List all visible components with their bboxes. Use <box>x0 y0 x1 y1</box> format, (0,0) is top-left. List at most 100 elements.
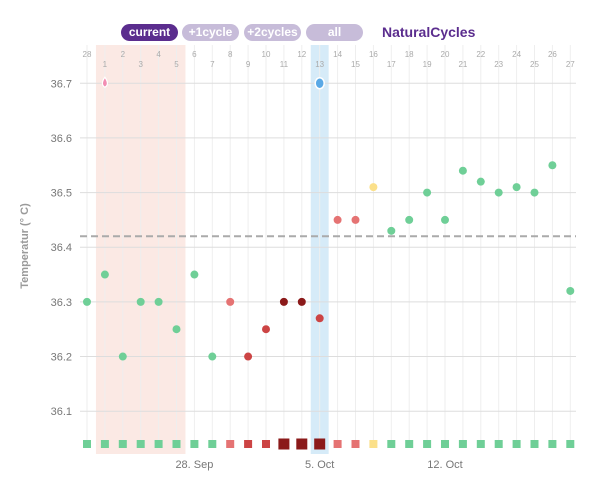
day-tick-label: 1 <box>103 60 108 69</box>
temperature-point[interactable] <box>512 183 521 192</box>
y-tick-label: 36.6 <box>51 133 72 145</box>
plus-one-cycle-button[interactable]: +1cycle <box>182 24 239 41</box>
temperature-point[interactable] <box>136 297 145 306</box>
day-status-square[interactable] <box>405 440 414 448</box>
day-tick-label: 14 <box>333 50 342 59</box>
day-tick-label: 15 <box>351 60 360 69</box>
temperature-point[interactable] <box>315 314 324 323</box>
day-tick-label: 27 <box>566 60 575 69</box>
y-tick-label: 36.5 <box>51 188 72 200</box>
day-status-square[interactable] <box>226 440 235 448</box>
day-status-square[interactable] <box>262 440 270 448</box>
day-tick-label: 26 <box>548 50 557 59</box>
plus-two-cycles-button[interactable]: +2cycles <box>244 24 301 41</box>
temperature-point[interactable] <box>208 352 217 361</box>
temperature-point[interactable] <box>530 188 539 197</box>
brand-title: NaturalCycles <box>382 24 476 40</box>
day-status-square[interactable] <box>423 440 432 448</box>
day-tick-label: 3 <box>138 60 143 69</box>
day-tick-label: 18 <box>405 50 414 59</box>
day-status-square[interactable] <box>512 440 521 448</box>
day-tick-label: 24 <box>512 50 521 59</box>
temperature-point[interactable] <box>441 215 449 224</box>
day-status-square[interactable] <box>154 440 163 448</box>
temperature-point[interactable] <box>190 270 199 279</box>
day-status-square[interactable] <box>369 440 378 448</box>
day-tick-label: 22 <box>476 50 485 59</box>
day-tick-label: 17 <box>387 60 396 69</box>
day-status-square[interactable] <box>333 440 342 448</box>
y-axis-label: Temperatur (° C) <box>19 203 31 289</box>
temperature-point[interactable] <box>118 352 127 361</box>
day-tick-label: 13 <box>315 60 324 69</box>
day-status-square[interactable] <box>244 440 253 448</box>
temperature-point[interactable] <box>387 226 396 235</box>
day-tick-label: 19 <box>423 60 432 69</box>
day-status-square[interactable] <box>83 440 91 448</box>
x-date-label: 28. Sep <box>175 459 213 471</box>
temperature-point[interactable] <box>297 297 306 306</box>
x-date-label: 5. Oct <box>305 459 334 471</box>
day-tick-label: 20 <box>441 50 450 59</box>
temperature-point[interactable] <box>566 286 575 295</box>
temperature-point[interactable] <box>279 297 288 306</box>
temperature-point[interactable] <box>458 166 467 175</box>
day-tick-label: 8 <box>228 50 233 59</box>
day-status-square[interactable] <box>296 438 308 450</box>
temperature-point[interactable] <box>423 188 432 197</box>
day-status-square[interactable] <box>172 440 181 448</box>
temperature-point[interactable] <box>262 325 270 334</box>
day-tick-label: 9 <box>246 60 251 69</box>
day-tick-label: 2 <box>121 50 126 59</box>
day-tick-label: 25 <box>530 60 539 69</box>
day-tick-label: 4 <box>156 50 161 59</box>
ovulation-egg-icon <box>314 77 325 90</box>
temperature-point[interactable] <box>548 161 557 170</box>
temperature-point[interactable] <box>154 297 163 306</box>
day-status-square[interactable] <box>351 440 360 448</box>
day-tick-label: 12 <box>297 50 306 59</box>
temperature-point[interactable] <box>244 352 253 361</box>
y-tick-label: 36.1 <box>51 406 72 418</box>
temperature-point[interactable] <box>351 215 360 224</box>
day-tick-label: 23 <box>494 60 503 69</box>
cycle-toolbar: current +1cycle +2cycles all NaturalCycl… <box>0 24 600 42</box>
temperature-point[interactable] <box>333 215 342 224</box>
day-status-square[interactable] <box>458 440 467 448</box>
y-tick-label: 36.2 <box>51 352 72 364</box>
day-status-square[interactable] <box>494 440 503 448</box>
x-date-label: 12. Oct <box>427 459 462 471</box>
temperature-point[interactable] <box>405 215 414 224</box>
day-status-square[interactable] <box>476 440 485 448</box>
temperature-point[interactable] <box>172 325 181 334</box>
day-status-square[interactable] <box>190 440 199 448</box>
y-tick-label: 36.3 <box>51 297 72 309</box>
day-status-square[interactable] <box>314 438 326 450</box>
day-tick-label: 6 <box>192 50 197 59</box>
period-drop-icon <box>101 76 108 88</box>
current-cycle-button[interactable]: current <box>121 24 178 41</box>
day-status-square[interactable] <box>566 440 575 448</box>
temperature-point[interactable] <box>226 297 235 306</box>
day-status-square[interactable] <box>530 440 539 448</box>
day-status-square[interactable] <box>387 440 396 448</box>
day-tick-label: 10 <box>262 50 271 59</box>
temperature-point[interactable] <box>100 270 109 279</box>
all-cycles-button[interactable]: all <box>306 24 363 41</box>
day-status-square[interactable] <box>548 440 557 448</box>
day-status-square[interactable] <box>118 440 127 448</box>
temperature-point[interactable] <box>476 177 485 186</box>
temperature-point[interactable] <box>494 188 503 197</box>
day-status-square[interactable] <box>441 440 449 448</box>
day-tick-label: 21 <box>458 60 467 69</box>
y-tick-label: 36.7 <box>51 78 72 90</box>
day-status-square[interactable] <box>100 440 109 448</box>
day-tick-label: 11 <box>280 60 289 69</box>
day-status-square[interactable] <box>208 440 217 448</box>
day-tick-label: 5 <box>174 60 179 69</box>
temperature-point[interactable] <box>369 183 378 192</box>
temperature-point[interactable] <box>83 297 91 306</box>
day-status-square[interactable] <box>136 440 145 448</box>
day-status-square[interactable] <box>278 438 290 450</box>
